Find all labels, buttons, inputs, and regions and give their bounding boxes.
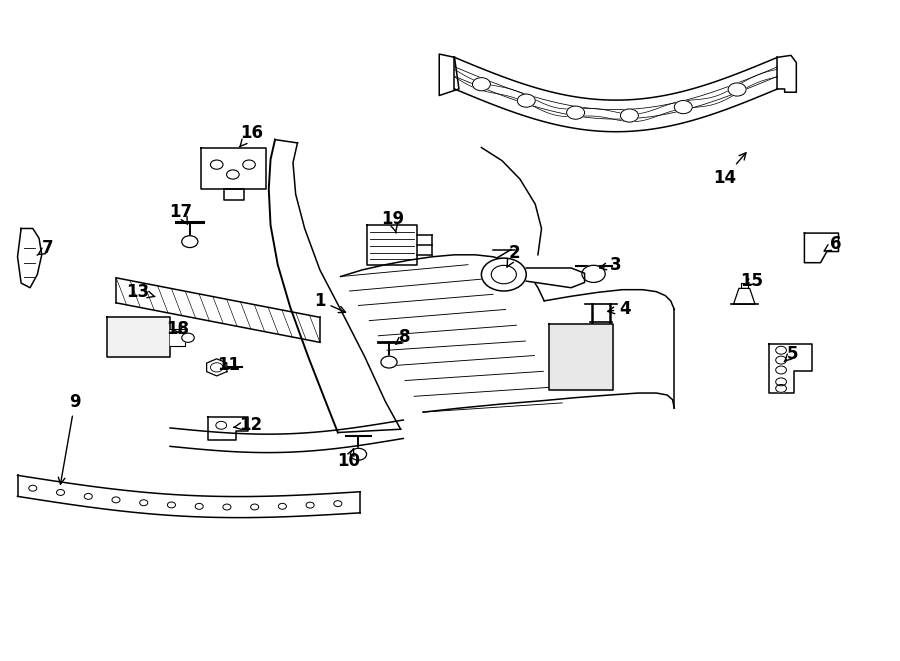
Text: 6: 6 — [824, 235, 842, 253]
Polygon shape — [734, 288, 755, 304]
Text: 18: 18 — [166, 320, 189, 338]
Circle shape — [216, 421, 227, 429]
Text: 7: 7 — [37, 239, 54, 257]
Text: 3: 3 — [599, 256, 622, 274]
Circle shape — [776, 346, 787, 354]
Polygon shape — [207, 359, 227, 376]
Polygon shape — [17, 229, 41, 288]
Polygon shape — [526, 268, 585, 288]
Polygon shape — [224, 189, 244, 200]
Text: 19: 19 — [381, 210, 404, 233]
Circle shape — [182, 236, 198, 248]
Circle shape — [728, 83, 746, 96]
Polygon shape — [805, 233, 839, 262]
Circle shape — [482, 258, 526, 291]
Circle shape — [227, 170, 239, 179]
Text: 11: 11 — [217, 356, 240, 374]
Circle shape — [567, 106, 585, 119]
Circle shape — [491, 265, 517, 284]
Polygon shape — [769, 344, 812, 393]
Circle shape — [211, 363, 223, 372]
Polygon shape — [367, 225, 417, 264]
Text: 12: 12 — [234, 416, 263, 434]
Polygon shape — [170, 329, 185, 346]
Text: 2: 2 — [507, 244, 520, 267]
Circle shape — [381, 356, 397, 368]
Circle shape — [776, 385, 787, 393]
Circle shape — [674, 100, 692, 114]
Text: 8: 8 — [396, 328, 411, 346]
Text: 5: 5 — [784, 344, 798, 362]
Polygon shape — [107, 317, 170, 357]
Circle shape — [776, 366, 787, 374]
Circle shape — [518, 94, 536, 107]
Text: 14: 14 — [713, 153, 746, 187]
Circle shape — [211, 160, 223, 169]
Circle shape — [582, 265, 605, 282]
Circle shape — [776, 356, 787, 364]
Circle shape — [350, 448, 366, 460]
Text: 15: 15 — [740, 272, 763, 290]
Circle shape — [472, 77, 490, 91]
Text: 13: 13 — [126, 283, 155, 301]
Text: 4: 4 — [608, 300, 631, 318]
Text: 10: 10 — [338, 449, 360, 470]
Circle shape — [620, 109, 638, 122]
Polygon shape — [208, 417, 248, 440]
Text: 1: 1 — [314, 292, 346, 313]
Circle shape — [243, 160, 256, 169]
Polygon shape — [549, 324, 613, 390]
Text: 9: 9 — [58, 393, 81, 485]
Text: 17: 17 — [169, 203, 193, 224]
Polygon shape — [201, 147, 266, 189]
Circle shape — [182, 333, 194, 342]
Text: 16: 16 — [239, 124, 263, 147]
Circle shape — [776, 378, 787, 386]
